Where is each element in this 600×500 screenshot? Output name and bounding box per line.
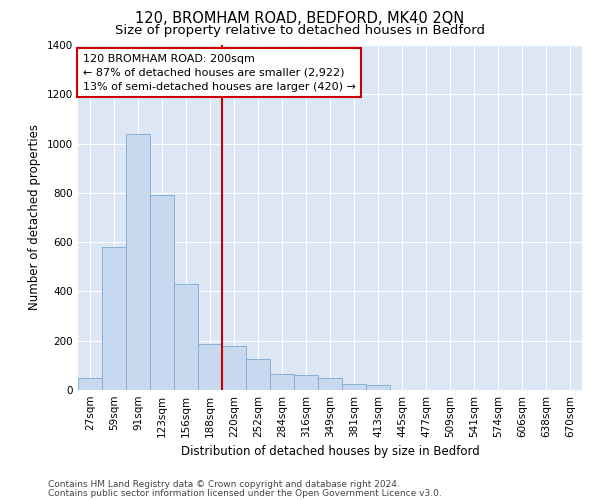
Bar (126, 134, 150, 390)
X-axis label: Distribution of detached houses by size in Bedford: Distribution of detached houses by size … (181, 446, 479, 458)
Bar (246, 359, 270, 390)
Bar (366, 385, 390, 390)
Bar (294, 375, 318, 390)
Bar (174, 284, 198, 390)
Text: 120 BROMHAM ROAD: 200sqm
← 87% of detached houses are smaller (2,922)
13% of sem: 120 BROMHAM ROAD: 200sqm ← 87% of detach… (83, 54, 356, 92)
Text: Size of property relative to detached houses in Bedford: Size of property relative to detached ho… (115, 24, 485, 37)
Bar (342, 384, 366, 390)
Bar (78, 378, 102, 390)
Bar (318, 378, 342, 390)
Bar (198, 344, 222, 390)
Bar (102, 247, 126, 390)
Bar (222, 346, 246, 390)
Text: Contains public sector information licensed under the Open Government Licence v3: Contains public sector information licen… (48, 489, 442, 498)
Text: 120, BROMHAM ROAD, BEDFORD, MK40 2QN: 120, BROMHAM ROAD, BEDFORD, MK40 2QN (136, 11, 464, 26)
Y-axis label: Number of detached properties: Number of detached properties (28, 124, 41, 310)
Text: Contains HM Land Registry data © Crown copyright and database right 2024.: Contains HM Land Registry data © Crown c… (48, 480, 400, 489)
Bar (150, 196, 174, 390)
Bar (270, 374, 294, 390)
